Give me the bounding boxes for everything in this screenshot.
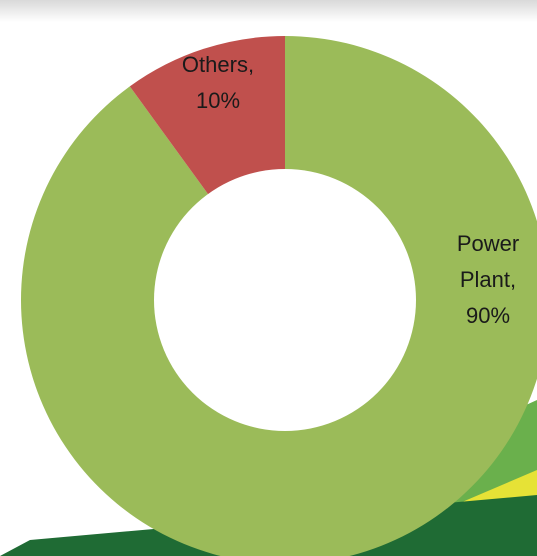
data-label: Power Plant, 90% — [457, 231, 519, 328]
donut-hole — [154, 169, 416, 431]
data-label: Others, 10% — [182, 52, 254, 113]
